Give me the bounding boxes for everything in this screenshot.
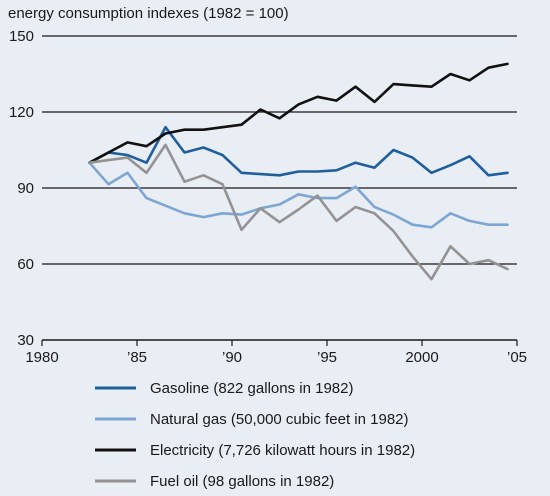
legend: Gasoline (822 gallons in 1982) Natural ga… [95,380,415,490]
legend-label: Gasoline (822 gallons in 1982) [150,380,353,397]
y-axis-tick-labels: 30 60 90 120 150 [9,28,34,349]
gridlines [42,35,517,341]
x-tick-label: ’85 [127,349,147,366]
chart-title: energy consumption indexes (1982 = 100) [8,5,289,22]
series-line-0 [88,125,509,177]
legend-label: Electricity (7,726 kilowatt hours in 198… [150,442,415,459]
y-tick-label: 90 [17,180,34,197]
x-tick-label: 1980 [25,349,58,366]
y-tick-label: 150 [9,28,34,45]
x-tick-label: ’95 [317,349,337,366]
y-tick-label: 30 [17,332,34,349]
y-tick-label: 120 [9,104,34,121]
x-axis: 1980 ’85 ’90 ’95 2000 ’05 [25,340,527,366]
series-lines [88,62,509,281]
series-line-3 [88,143,509,281]
series-line-2 [88,62,509,164]
legend-label: Natural gas (50,000 cubic feet in 1982) [150,411,409,428]
x-tick-label: ’05 [507,349,527,366]
y-tick-label: 60 [17,256,34,273]
x-tick-label: 2000 [405,349,438,366]
series-line-1 [88,161,509,229]
x-tick-label: ’90 [222,349,242,366]
legend-label: Fuel oil (98 gallons in 1982) [150,473,334,490]
